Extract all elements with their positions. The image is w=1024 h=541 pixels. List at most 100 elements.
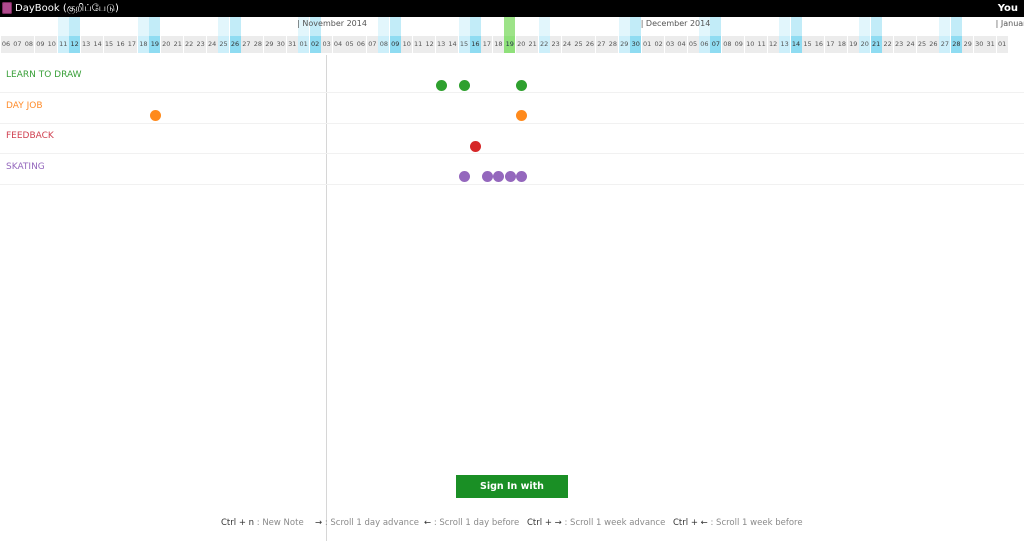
day-cell[interactable]: 15: [103, 36, 115, 53]
day-cell[interactable]: 02: [309, 36, 321, 53]
day-cell[interactable]: 08: [721, 36, 733, 53]
day-cell[interactable]: 07: [710, 36, 722, 53]
note-dot[interactable]: [458, 79, 470, 91]
day-cell[interactable]: 08: [23, 36, 35, 53]
note-dot[interactable]: [515, 110, 527, 122]
day-cell[interactable]: 16: [469, 36, 481, 53]
note-dot[interactable]: [515, 171, 527, 183]
day-cell[interactable]: 21: [527, 36, 539, 53]
day-cell[interactable]: 31: [286, 36, 298, 53]
day-cell[interactable]: 31: [985, 36, 997, 53]
day-cell[interactable]: 16: [115, 36, 126, 53]
day-cell[interactable]: 18: [137, 36, 149, 53]
day-cell[interactable]: 03: [321, 36, 333, 53]
day-cell[interactable]: 14: [92, 36, 104, 53]
day-cell[interactable]: 17: [824, 36, 836, 53]
day-cell[interactable]: 22: [538, 36, 550, 53]
day-cell[interactable]: 26: [229, 36, 241, 53]
day-cell[interactable]: 13: [80, 36, 92, 53]
day-cell[interactable]: 27: [939, 36, 951, 53]
day-cell[interactable]: 28: [950, 36, 962, 53]
day-cell[interactable]: 17: [481, 36, 493, 53]
day-cell[interactable]: 17: [126, 36, 138, 53]
day-cell[interactable]: 05: [344, 36, 355, 53]
day-cell[interactable]: 09: [733, 36, 745, 53]
timeline-header[interactable]: 06 07 08 09 10 11 12 13 14 15 16 17 18 19 20 21 22 23 24 25…: [0, 17, 1024, 55]
day-cell[interactable]: 04: [332, 36, 344, 53]
day-cell[interactable]: 23: [550, 36, 562, 53]
day-cell[interactable]: 21: [172, 36, 184, 53]
day-cell[interactable]: 24: [206, 36, 218, 53]
day-cell[interactable]: 25: [916, 36, 928, 53]
day-cell[interactable]: 27: [240, 36, 252, 53]
note-dot[interactable]: [458, 171, 470, 183]
day-cell[interactable]: 16: [813, 36, 825, 53]
day-cell[interactable]: 30: [275, 36, 287, 53]
day-cell[interactable]: 18: [492, 36, 504, 53]
note-dot[interactable]: [481, 171, 493, 183]
day-cell[interactable]: 19: [149, 36, 161, 53]
day-cell[interactable]: 15: [802, 36, 813, 53]
user-label[interactable]: You: [997, 3, 1018, 14]
day-cell[interactable]: 06: [0, 36, 12, 53]
day-cell[interactable]: 07: [11, 36, 23, 53]
category-label[interactable]: SKATING: [6, 161, 45, 172]
day-cell[interactable]: 13: [779, 36, 791, 53]
category-label[interactable]: FEEDBACK: [6, 131, 54, 142]
note-dot[interactable]: [504, 171, 516, 183]
day-cell[interactable]: 24: [905, 36, 917, 53]
note-dot[interactable]: [149, 110, 161, 122]
sign-in-dropbox-button[interactable]: Sign In with Dropbox: [456, 475, 568, 515]
day-cell[interactable]: 02: [653, 36, 665, 53]
day-cell[interactable]: 25: [218, 36, 230, 53]
day-cell[interactable]: 07: [366, 36, 378, 53]
day-cell[interactable]: 28: [607, 36, 619, 53]
note-dot[interactable]: [470, 140, 482, 152]
day-cell[interactable]: 09: [34, 36, 46, 53]
day-cell[interactable]: 01: [641, 36, 653, 53]
day-cell[interactable]: 29: [618, 36, 630, 53]
day-cell[interactable]: 03: [664, 36, 676, 53]
day-cell[interactable]: 10: [744, 36, 756, 53]
day-cell[interactable]: 14: [790, 36, 802, 53]
day-cell[interactable]: 06: [355, 36, 367, 53]
day-cell[interactable]: 12: [69, 36, 81, 53]
day-cell[interactable]: 27: [595, 36, 607, 53]
day-cell[interactable]: 26: [584, 36, 596, 53]
day-cell[interactable]: 08: [378, 36, 390, 53]
day-cell[interactable]: 20: [515, 36, 527, 53]
day-cell[interactable]: 25: [573, 36, 584, 53]
day-cell[interactable]: 15: [458, 36, 470, 53]
day-cell[interactable]: 18: [836, 36, 848, 53]
day-cell[interactable]: 11: [756, 36, 768, 53]
day-cell[interactable]: 26: [927, 36, 939, 53]
day-cell[interactable]: 30: [973, 36, 985, 53]
day-cell[interactable]: 14: [447, 36, 459, 53]
day-cell[interactable]: 20: [859, 36, 871, 53]
day-cell[interactable]: 11: [57, 36, 69, 53]
day-cell[interactable]: 13: [435, 36, 447, 53]
day-cell[interactable]: 23: [195, 36, 207, 53]
day-cell[interactable]: 19: [847, 36, 859, 53]
day-cell[interactable]: 22: [183, 36, 195, 53]
day-cell[interactable]: 04: [676, 36, 688, 53]
day-cell[interactable]: 30: [630, 36, 642, 53]
day-cell[interactable]: 19: [504, 36, 516, 53]
day-cell[interactable]: 10: [46, 36, 58, 53]
category-label[interactable]: DAY JOB: [6, 100, 43, 111]
day-cell[interactable]: 10: [401, 36, 413, 53]
note-dot[interactable]: [435, 79, 447, 91]
day-cell[interactable]: 24: [561, 36, 573, 53]
category-label[interactable]: LEARN TO DRAW: [6, 70, 82, 80]
day-cell[interactable]: 01: [996, 36, 1008, 53]
day-cell[interactable]: 12: [424, 36, 436, 53]
day-cell[interactable]: 21: [870, 36, 882, 53]
day-cell[interactable]: 05: [687, 36, 699, 53]
day-cell[interactable]: 29: [962, 36, 974, 53]
day-cell[interactable]: 29: [263, 36, 275, 53]
day-cell[interactable]: 22: [882, 36, 894, 53]
day-cell[interactable]: 11: [412, 36, 424, 53]
day-cell[interactable]: 28: [252, 36, 264, 53]
note-dot[interactable]: [493, 171, 505, 183]
day-cell[interactable]: 12: [767, 36, 779, 53]
